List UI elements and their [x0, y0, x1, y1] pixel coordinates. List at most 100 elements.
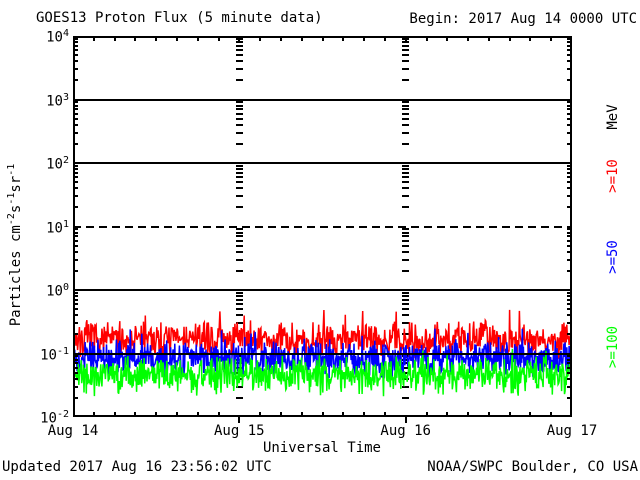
day-ladder-dash — [402, 308, 410, 311]
y-minor-tick — [73, 295, 78, 298]
y-minor-tick — [73, 195, 78, 198]
x-minor-tick — [196, 412, 199, 417]
y-minor-tick — [73, 171, 78, 174]
y-minor-tick — [73, 298, 78, 301]
day-ladder-dash — [235, 101, 243, 104]
x-minor-tick — [363, 36, 366, 41]
x-minor-tick — [529, 412, 532, 417]
day-boundary-ladder-layer — [73, 36, 572, 417]
y-minor-tick — [73, 54, 78, 57]
day-ladder-dash — [235, 79, 243, 82]
y-minor-tick — [73, 181, 78, 184]
x-minor-tick — [300, 412, 303, 417]
y-minor-tick — [73, 68, 78, 71]
day-ladder-dash — [235, 171, 243, 174]
y-tick-label: 100 — [46, 282, 69, 300]
y-minor-tick — [567, 117, 572, 120]
gridline-100 — [73, 162, 572, 164]
day-ladder-dash — [402, 176, 410, 179]
day-ladder-dash — [402, 385, 410, 388]
day-ladder-dash — [402, 54, 410, 57]
x-minor-tick — [383, 412, 386, 417]
y-axis-title: Particles cm-2s-1sr-1 — [6, 163, 24, 327]
day-ladder-dash — [402, 396, 410, 399]
day-ladder-dash — [235, 250, 243, 253]
day-ladder-dash — [235, 168, 243, 171]
x-minor-tick — [321, 412, 324, 417]
x-minor-tick — [259, 36, 262, 41]
x-minor-tick — [508, 36, 511, 41]
y-minor-tick — [567, 355, 572, 358]
y-minor-tick — [567, 250, 572, 253]
gridline-0.1 — [73, 352, 572, 355]
day-ladder-dash — [402, 239, 410, 242]
y-minor-tick — [73, 269, 78, 272]
y-minor-tick — [73, 41, 78, 44]
y-minor-tick — [73, 49, 78, 52]
day-ladder-dash — [402, 298, 410, 301]
day-ladder-dash — [235, 60, 243, 63]
source-attribution: NOAA/SWPC Boulder, CO USA — [427, 459, 638, 475]
day-ladder-dash — [402, 269, 410, 272]
y-tick-label: 10-2 — [40, 409, 69, 427]
y-minor-tick — [73, 123, 78, 126]
x-minor-tick — [113, 36, 116, 41]
y-minor-tick — [567, 123, 572, 126]
day-ladder-dash — [235, 108, 243, 111]
day-ladder-dash — [402, 181, 410, 184]
day-ladder-dash — [235, 231, 243, 234]
day-ladder-dash — [235, 123, 243, 126]
day-ladder-dash — [402, 244, 410, 247]
y-minor-tick — [73, 239, 78, 242]
y-minor-tick — [567, 79, 572, 82]
x-minor-tick — [176, 36, 178, 41]
day-ladder-dash — [402, 104, 410, 107]
y-minor-tick — [567, 308, 572, 311]
day-ladder-dash — [235, 176, 243, 179]
day-ladder-dash — [235, 112, 243, 115]
flux-traces — [73, 309, 572, 397]
day-ladder-dash — [235, 206, 243, 209]
day-ladder-dash — [402, 303, 410, 306]
legend-ge10-label: >=10 — [605, 159, 621, 193]
x-tick-label: Aug 17 — [546, 423, 598, 439]
y-minor-tick — [73, 206, 78, 209]
day-ladder-dash — [235, 269, 243, 272]
day-ladder-dash — [402, 171, 410, 174]
y-minor-tick — [73, 142, 78, 145]
day-ladder-dash — [402, 366, 410, 369]
y-minor-tick — [567, 258, 572, 261]
y-minor-tick — [567, 44, 572, 47]
y-minor-tick — [73, 176, 78, 179]
day-ladder-dash — [235, 142, 243, 145]
y-minor-tick — [73, 355, 78, 358]
day-ladder-dash — [235, 235, 243, 238]
day-ladder-dash — [402, 108, 410, 111]
day-ladder-dash — [235, 258, 243, 261]
x-minor-tick — [134, 36, 137, 41]
x-minor-tick — [446, 36, 449, 41]
day-ladder-dash — [235, 308, 243, 311]
day-ladder-dash — [402, 371, 410, 374]
day-ladder-dash — [235, 295, 243, 298]
y-minor-tick — [567, 171, 572, 174]
updated-timestamp: Updated 2017 Aug 16 23:56:02 UTC — [2, 459, 272, 475]
x-minor-tick — [342, 36, 345, 41]
day-ladder-dash — [402, 195, 410, 198]
y-minor-tick — [73, 308, 78, 311]
x-minor-tick — [321, 36, 324, 41]
y-minor-tick — [73, 371, 78, 374]
day-ladder-dash — [235, 396, 243, 399]
day-ladder-dash — [235, 49, 243, 52]
x-minor-tick — [217, 36, 220, 41]
day-ladder-dash — [402, 101, 410, 104]
x-minor-tick — [508, 412, 511, 417]
day-ladder-dash — [235, 239, 243, 242]
y-minor-tick — [567, 68, 572, 71]
x-minor-tick — [279, 412, 282, 417]
legend-ge50-label: >=50 — [605, 240, 621, 274]
y-minor-tick — [73, 187, 78, 190]
y-minor-tick — [567, 181, 572, 184]
x-minor-tick — [238, 36, 241, 41]
day-tick — [404, 417, 407, 423]
